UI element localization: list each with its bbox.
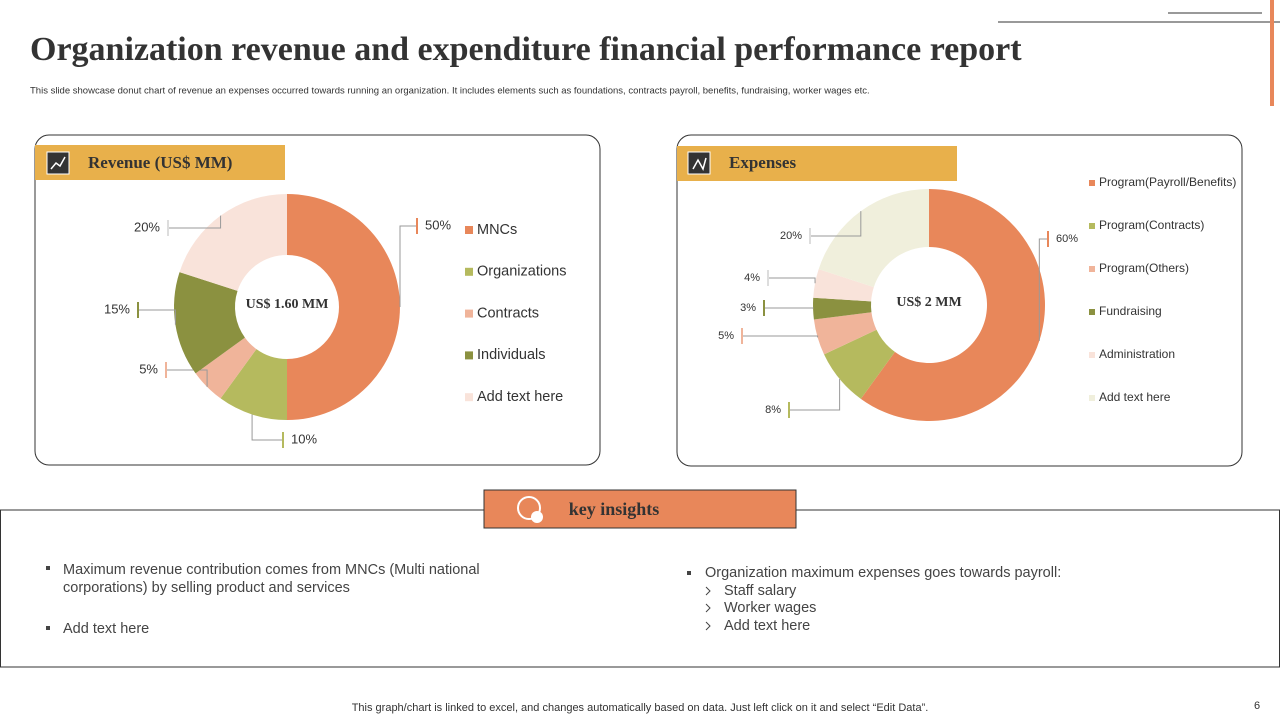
donut-slice xyxy=(813,312,877,355)
donut-slice xyxy=(824,329,895,399)
legend-swatch xyxy=(1089,223,1095,229)
data-label: 5% xyxy=(718,330,734,342)
insight-text: Add text here xyxy=(63,621,150,637)
chart-title: Revenue (US$ MM) xyxy=(88,153,232,172)
icon xyxy=(517,496,541,520)
legend-swatch xyxy=(465,309,473,318)
donut-slice xyxy=(818,189,929,288)
leader-line xyxy=(810,211,862,237)
legend-swatch xyxy=(465,351,473,360)
legend-swatch xyxy=(1089,180,1095,186)
panel-header xyxy=(35,145,285,180)
leader-line xyxy=(789,378,841,411)
legend-label: Contracts xyxy=(477,305,539,321)
data-label: 15% xyxy=(104,301,130,316)
donut-slice xyxy=(179,194,287,291)
chevron xyxy=(705,621,711,631)
legend-label: Program(Payroll/Benefits) xyxy=(1099,175,1236,189)
subtitle: This slide showcase donut chart of reven… xyxy=(30,86,870,97)
decor-bar xyxy=(1270,0,1274,106)
data-label: 3% xyxy=(740,302,756,314)
data-label: 4% xyxy=(744,272,760,284)
legend-swatch xyxy=(1089,266,1095,272)
leader-line xyxy=(1038,238,1048,341)
data-label: 5% xyxy=(139,361,158,376)
legend-label: MNCs xyxy=(477,222,517,238)
footer: This graph/chart is linked to excel, and… xyxy=(352,702,929,714)
icon xyxy=(46,151,70,175)
chart-title: Expenses xyxy=(729,153,796,172)
donut-slice xyxy=(813,297,872,320)
page-number: 6 xyxy=(1254,700,1260,712)
leader-line xyxy=(138,309,176,325)
center-label: US$ 2 MM xyxy=(896,295,961,310)
donut-slice xyxy=(195,337,257,399)
leader-line xyxy=(764,307,814,309)
donut-slice xyxy=(287,194,400,420)
chevron xyxy=(705,603,711,613)
legend-label: Program(Contracts) xyxy=(1099,218,1204,232)
insight-item: Add text here xyxy=(724,618,811,634)
data-label: 20% xyxy=(780,230,802,242)
insight-text: Organization maximum expenses goes towar… xyxy=(705,565,1062,581)
legend-swatch xyxy=(465,226,473,234)
leader-line xyxy=(168,215,222,229)
legend-swatch xyxy=(1089,309,1095,315)
icon-glyph xyxy=(50,156,66,170)
legend-swatch xyxy=(1089,352,1095,358)
legend-label: Add text here xyxy=(477,389,563,405)
bullet xyxy=(687,571,691,575)
legend-label: Individuals xyxy=(477,347,546,363)
chevron xyxy=(705,586,711,596)
data-label: 20% xyxy=(134,219,160,234)
donut-slice xyxy=(860,189,1046,422)
insight-text: Maximum revenue contribution comes from … xyxy=(63,562,480,596)
data-label: 60% xyxy=(1056,233,1078,245)
legend-label: Program(Others) xyxy=(1099,261,1189,275)
icon-glyph xyxy=(692,157,707,171)
panel xyxy=(34,134,601,466)
legend-label: Fundraising xyxy=(1099,304,1162,318)
insight-item: Worker wages xyxy=(724,600,817,616)
donut-slice xyxy=(220,349,287,420)
legend-swatch xyxy=(465,393,473,402)
insight-item: Staff salary xyxy=(724,583,797,599)
donut-slice xyxy=(173,272,245,374)
leader-line xyxy=(399,225,417,307)
bullet xyxy=(46,626,50,630)
leader-line xyxy=(768,277,816,284)
leader-line xyxy=(166,369,208,387)
bullet xyxy=(46,566,50,570)
legend-swatch xyxy=(465,267,473,276)
donut-slice xyxy=(813,269,874,302)
data-label: 10% xyxy=(291,431,317,446)
panel-header xyxy=(677,146,957,181)
insights-title: key insights xyxy=(569,499,660,519)
icon xyxy=(531,511,543,523)
insights-panel xyxy=(0,509,1280,668)
leader-line xyxy=(742,335,819,338)
data-label: 8% xyxy=(765,404,781,416)
center-label: US$ 1.60 MM xyxy=(246,297,329,312)
legend-label: Organizations xyxy=(477,264,566,280)
legend-label: Add text here xyxy=(1099,390,1171,404)
legend-swatch xyxy=(1089,395,1095,401)
leader-line xyxy=(251,414,283,441)
data-label: 50% xyxy=(425,217,451,232)
slide-title: Organization revenue and expenditure fin… xyxy=(30,31,1022,68)
panel xyxy=(676,134,1243,467)
legend-label: Administration xyxy=(1099,347,1175,361)
